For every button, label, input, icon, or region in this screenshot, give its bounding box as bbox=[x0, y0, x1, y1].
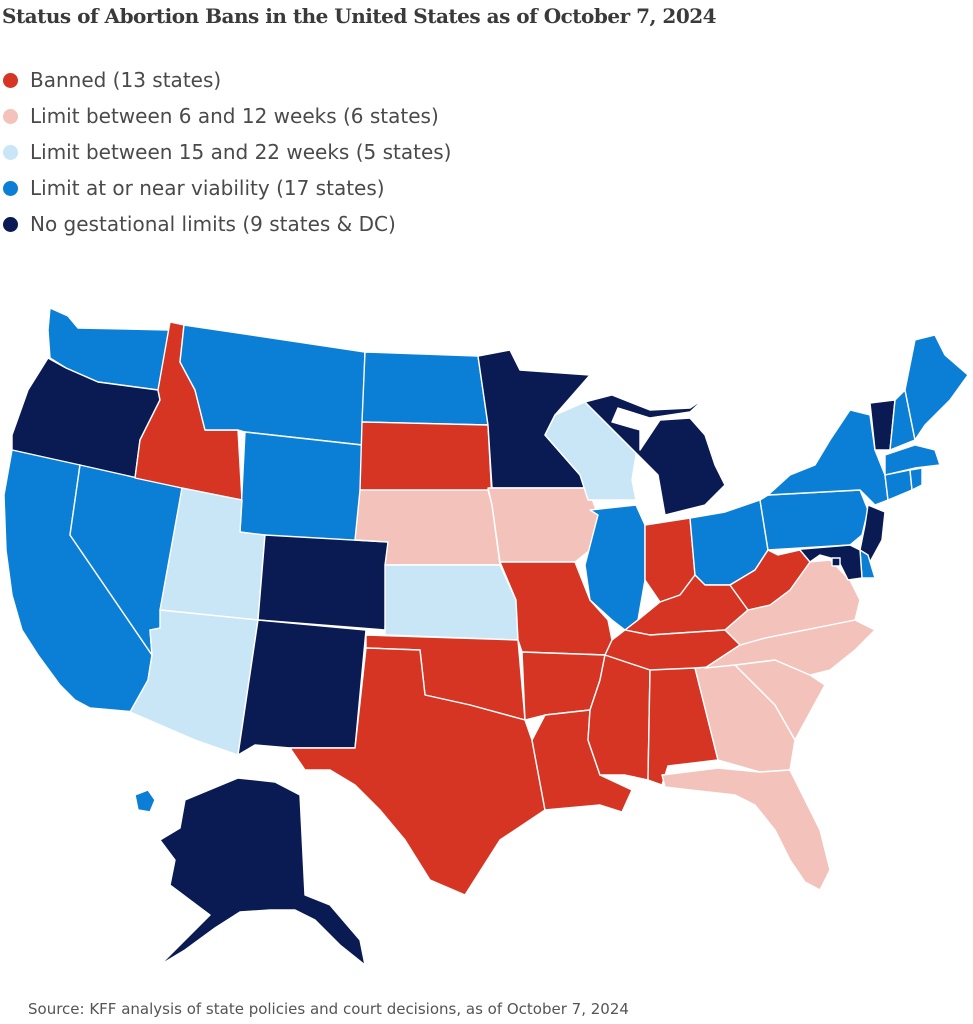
state-KS bbox=[384, 564, 519, 641]
state-RI bbox=[909, 467, 923, 491]
state-NY bbox=[767, 409, 889, 506]
state-WY bbox=[239, 431, 363, 551]
state-LA bbox=[531, 709, 633, 813]
state-SD bbox=[359, 421, 493, 501]
legend-swatch-15-22-weeks bbox=[3, 144, 18, 160]
legend-label-viability: Limit at or near viability (17 states) bbox=[30, 176, 385, 200]
state-MD bbox=[789, 544, 863, 581]
state-NM bbox=[237, 619, 367, 756]
legend-swatch-viability bbox=[3, 180, 18, 196]
state-IA bbox=[487, 487, 599, 563]
state-TX bbox=[289, 647, 546, 896]
legend-label-15-22-weeks: Limit between 15 and 22 weeks (5 states) bbox=[30, 140, 452, 164]
source-note: Source: KFF analysis of state policies a… bbox=[28, 1000, 629, 1018]
map-title: Status of Abortion Bans in the United St… bbox=[2, 4, 717, 28]
state-PA bbox=[759, 489, 869, 551]
legend-item-6-12-weeks: Limit between 6 and 12 weeks (6 states) bbox=[0, 98, 451, 134]
state-CT bbox=[884, 469, 913, 501]
legend-item-banned: Banned (13 states) bbox=[0, 62, 451, 98]
state-ND bbox=[361, 351, 489, 426]
legend-item-no-limits: No gestational limits (9 states & DC) bbox=[0, 206, 451, 242]
legend-label-no-limits: No gestational limits (9 states & DC) bbox=[30, 212, 396, 236]
state-HI bbox=[134, 789, 156, 813]
state-AK bbox=[159, 777, 366, 966]
legend-label-6-12-weeks: Limit between 6 and 12 weeks (6 states) bbox=[30, 104, 439, 128]
legend: Banned (13 states) Limit between 6 and 1… bbox=[0, 62, 451, 242]
legend-item-viability: Limit at or near viability (17 states) bbox=[0, 170, 451, 206]
legend-label-banned: Banned (13 states) bbox=[30, 68, 222, 92]
state-FL bbox=[661, 767, 831, 891]
state-CO bbox=[257, 534, 389, 631]
legend-item-15-22-weeks: Limit between 15 and 22 weeks (5 states) bbox=[0, 134, 451, 170]
state-ME bbox=[904, 334, 969, 441]
us-states-map bbox=[3, 307, 969, 966]
legend-swatch-6-12-weeks bbox=[3, 108, 18, 124]
state-MI bbox=[584, 394, 726, 516]
legend-swatch-banned bbox=[3, 72, 18, 88]
state-MT bbox=[179, 324, 366, 446]
state-DC bbox=[831, 557, 841, 567]
legend-swatch-no-limits bbox=[3, 216, 18, 232]
